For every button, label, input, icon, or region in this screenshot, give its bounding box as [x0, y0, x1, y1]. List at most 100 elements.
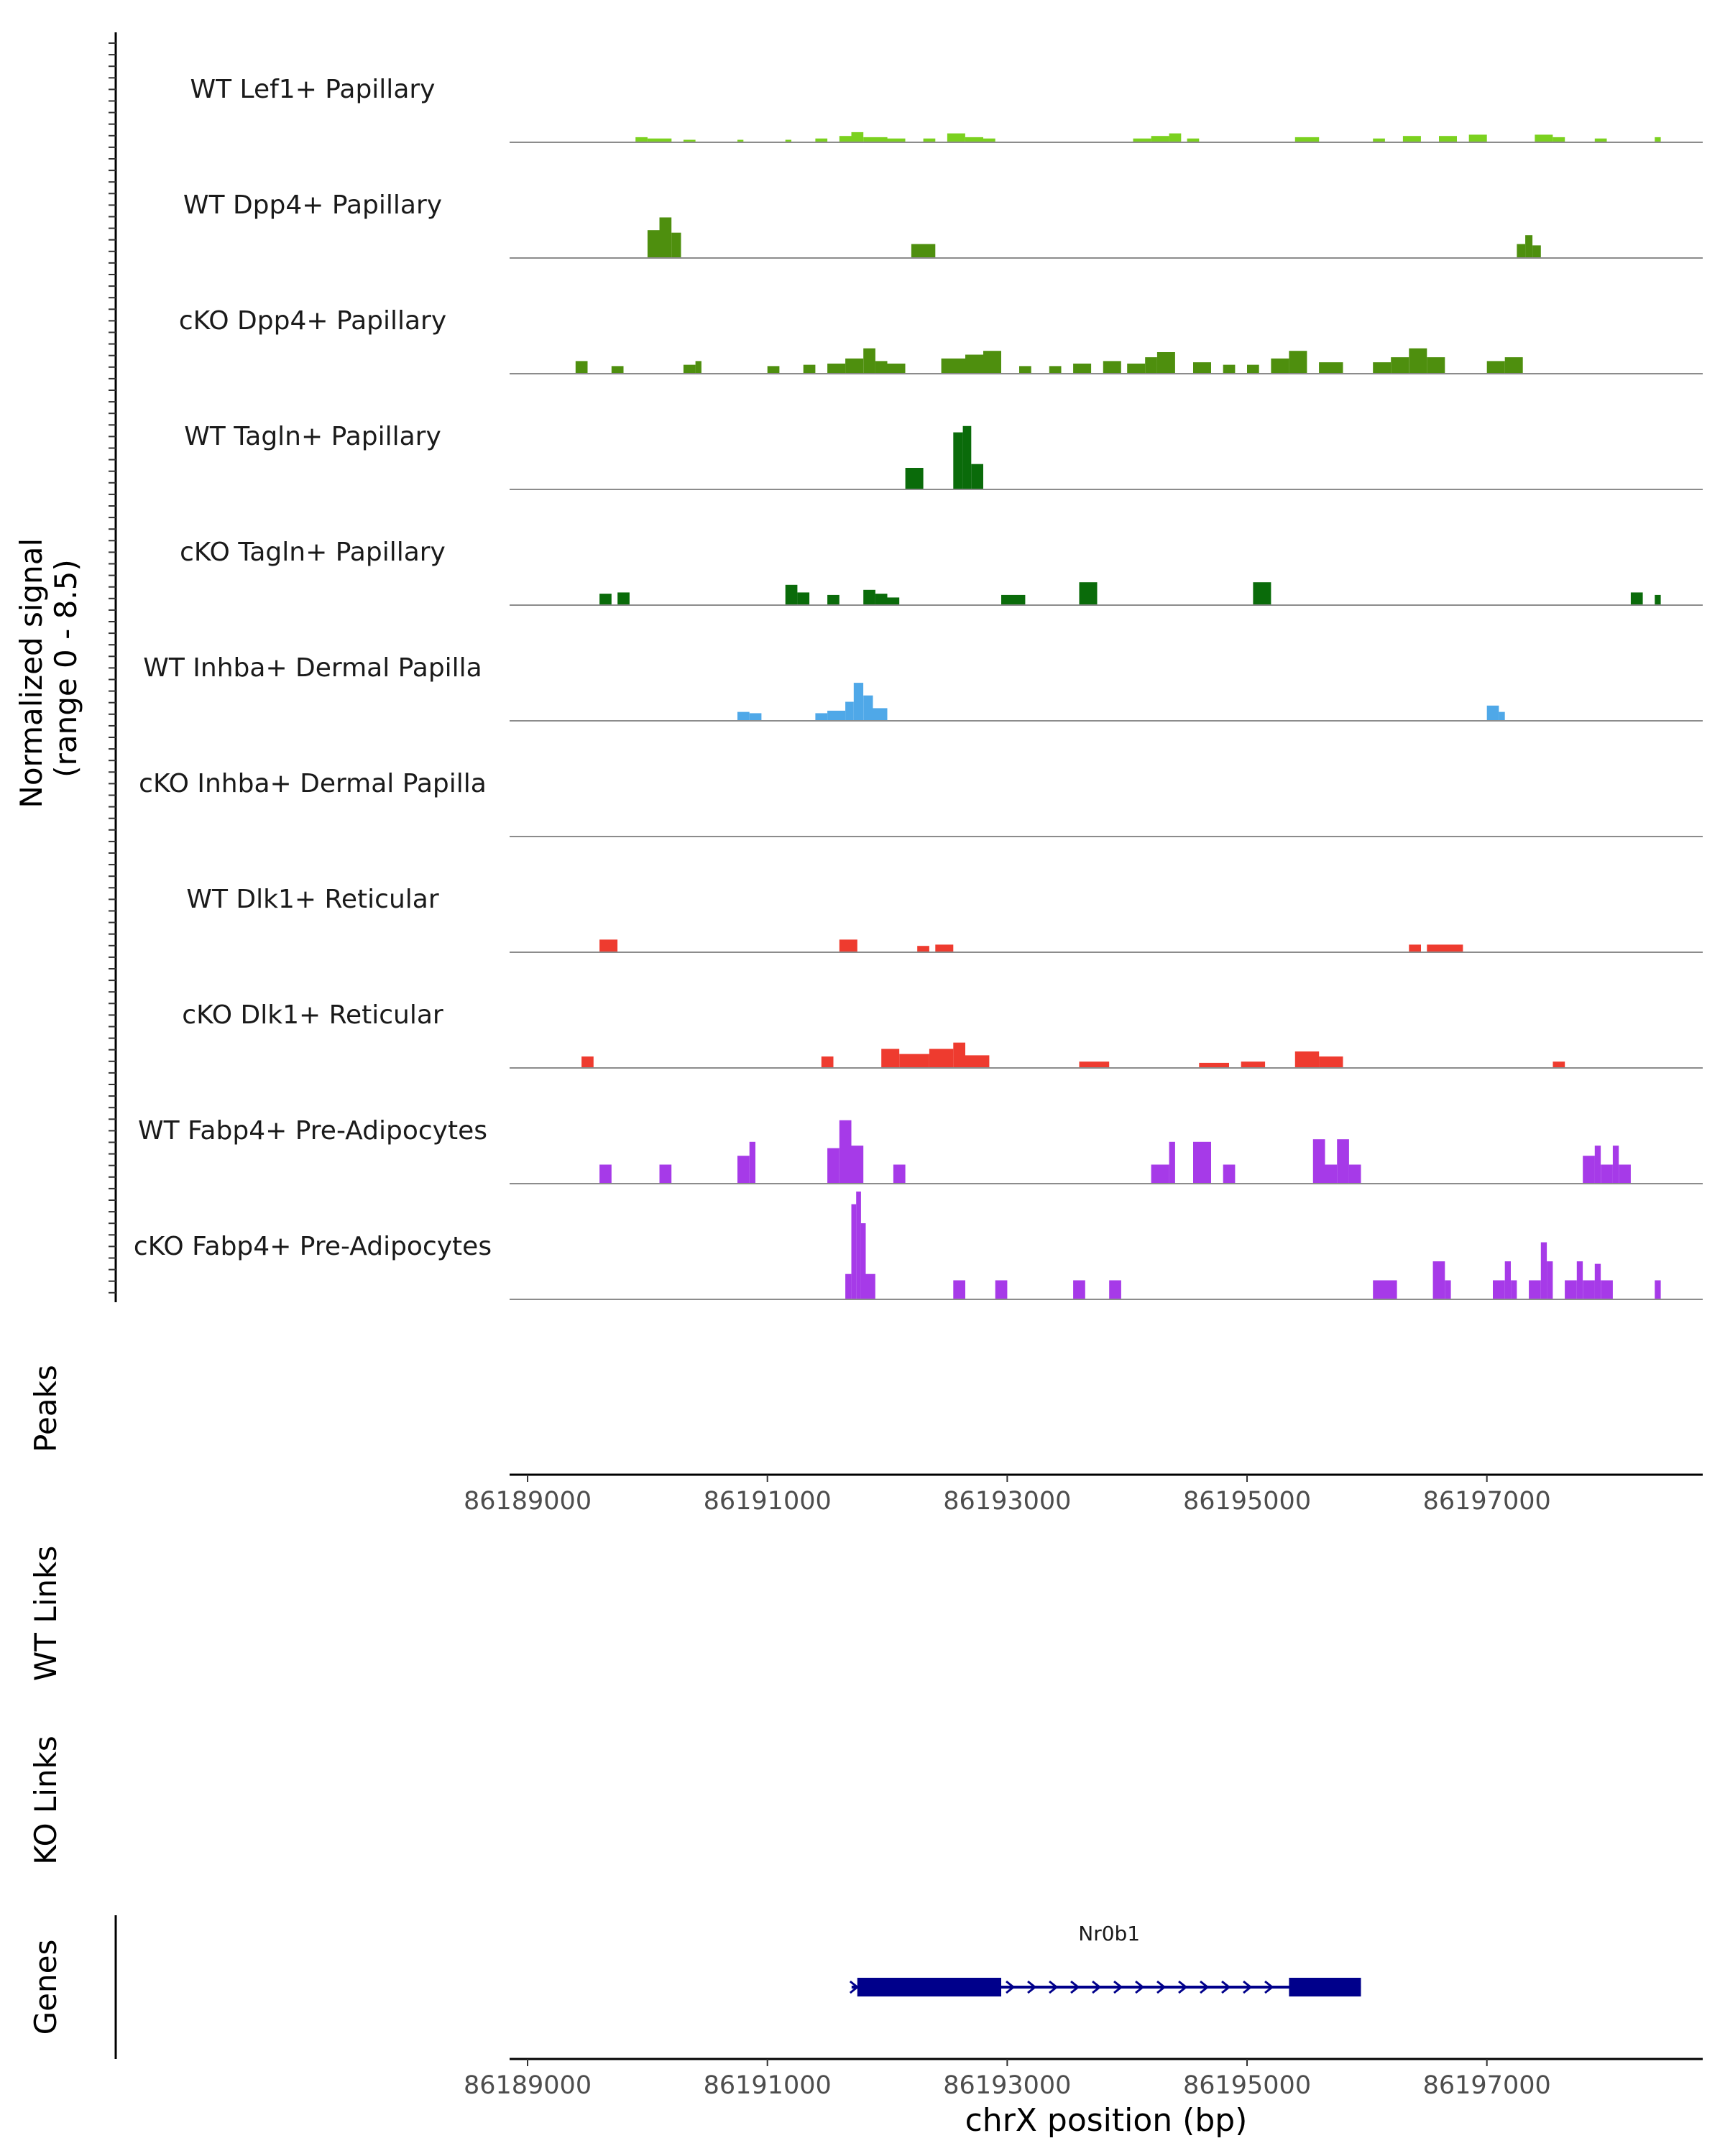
genes-x-tick-label: 86195000: [1183, 2071, 1311, 2100]
wt-links-panel-label: WT Links: [28, 1546, 63, 1681]
signal-bar: [737, 711, 750, 721]
signal-bar: [1019, 366, 1031, 374]
signal-bar: [785, 584, 798, 605]
signal-bar: [1373, 362, 1392, 374]
signal-bar: [1109, 1280, 1121, 1299]
signal-bar: [845, 701, 854, 721]
signal-bar: [1655, 137, 1661, 142]
signal-bar: [875, 594, 888, 605]
signal-bar: [873, 708, 888, 721]
signal-bar: [683, 139, 696, 142]
signal-bar: [1271, 358, 1289, 374]
gene-name-label: Nr0b1: [1078, 1922, 1140, 1945]
strand-arrow: [1221, 1980, 1231, 1994]
signal-bar: [1151, 1164, 1169, 1184]
signal-bar: [1073, 1280, 1085, 1299]
signal-bar: [1612, 1146, 1619, 1184]
peaks-x-tick-label: 86195000: [1183, 1487, 1311, 1516]
strand-arrow: [1027, 1980, 1037, 1994]
signal-bar: [1253, 582, 1271, 605]
signal-bar: [1499, 711, 1505, 721]
signal-bar: [1547, 1261, 1553, 1299]
signal-bar: [737, 139, 744, 142]
signal-bar: [1409, 944, 1421, 952]
strand-arrow: [1178, 1980, 1188, 1994]
signal-bar: [1079, 582, 1098, 605]
signal-bar: [953, 1280, 965, 1299]
signal-bar: [1576, 1261, 1583, 1299]
signal-bar: [1373, 138, 1385, 142]
signal-bar: [1187, 138, 1200, 142]
signal-bar: [845, 358, 864, 374]
signal-bar: [1001, 594, 1026, 605]
y-axis-title: Normalized signal (range 0 - 8.5): [14, 528, 83, 808]
y-axis-title-line2: (range 0 - 8.5): [48, 559, 83, 778]
signal-bar: [1073, 363, 1092, 374]
signal-bar: [815, 713, 828, 721]
signal-bar: [647, 138, 672, 142]
signal-bar: [1655, 1280, 1661, 1299]
signal-bar: [923, 138, 936, 142]
signal-bar: [695, 361, 702, 374]
signal-bar: [617, 592, 630, 605]
signal-bar: [1337, 1139, 1349, 1184]
signal-bar: [1409, 348, 1427, 374]
signal-bar: [839, 1120, 852, 1184]
genes-x-tick-label: 86191000: [704, 2071, 832, 2100]
signal-bar: [851, 132, 864, 142]
signal-bar: [1529, 1280, 1541, 1299]
signal-bar: [599, 1164, 612, 1184]
signal-bar: [1241, 1061, 1266, 1068]
signal-bar: [851, 1146, 864, 1184]
signal-bar: [1325, 1164, 1338, 1184]
signal-bar: [599, 939, 618, 952]
track-10: WT Fabp4+ Pre-Adipocytes: [138, 1116, 1703, 1184]
signal-bar: [881, 1049, 900, 1068]
track-label: WT Dpp4+ Papillary: [183, 190, 442, 220]
genes-x-tick-label: 86189000: [464, 2071, 592, 2100]
signal-bar: [1289, 351, 1307, 374]
signal-bar: [821, 1056, 834, 1068]
signal-bar: [1486, 361, 1505, 374]
signal-bar: [1504, 1261, 1511, 1299]
peaks-panel-label: Peaks: [28, 1365, 63, 1452]
signal-bar: [1630, 592, 1643, 605]
signal-bar: [1145, 357, 1157, 374]
signal-bar: [853, 683, 864, 721]
gene-exon: [857, 1978, 1001, 1996]
track-3: cKO Dpp4+ Papillary: [179, 306, 1703, 374]
peaks-x-tick-label: 86197000: [1423, 1487, 1551, 1516]
track-8: WT Dlk1+ Reticular: [186, 885, 1703, 953]
x-axis-title: chrX position (bp): [965, 2102, 1248, 2139]
signal-bar: [1552, 137, 1565, 142]
signal-bar: [965, 137, 983, 142]
signal-bar: [1619, 1164, 1631, 1184]
signal-bar: [1156, 352, 1175, 374]
track-label: cKO Dlk1+ Reticular: [182, 1000, 443, 1030]
track-9: cKO Dlk1+ Reticular: [182, 1000, 1703, 1069]
track-4: WT Tagln+ Papillary: [184, 422, 1703, 490]
signal-bar: [971, 464, 983, 489]
signal-bar: [599, 594, 612, 605]
signal-bar: [1294, 1051, 1320, 1068]
signal-bar: [1486, 705, 1499, 721]
signal-bar: [581, 1056, 594, 1068]
signal-bar: [1373, 1280, 1397, 1299]
signal-bar: [863, 137, 888, 142]
signal-bar: [965, 354, 983, 374]
signal-bar: [929, 1049, 954, 1068]
signal-bar: [827, 594, 840, 605]
signal-bar: [962, 425, 972, 489]
signal-bar: [1535, 134, 1553, 142]
signal-bar: [1525, 235, 1533, 258]
signal-bar: [1445, 1280, 1451, 1299]
signal-bar: [947, 133, 965, 142]
signal-bar: [749, 1141, 755, 1184]
signal-bar: [1594, 1263, 1601, 1299]
signal-bar: [887, 597, 900, 605]
signal-bar: [1193, 362, 1211, 374]
signal-bar: [865, 1273, 875, 1299]
gene-model: Nr0b1: [849, 1922, 1361, 1996]
signal-bar: [1319, 362, 1343, 374]
